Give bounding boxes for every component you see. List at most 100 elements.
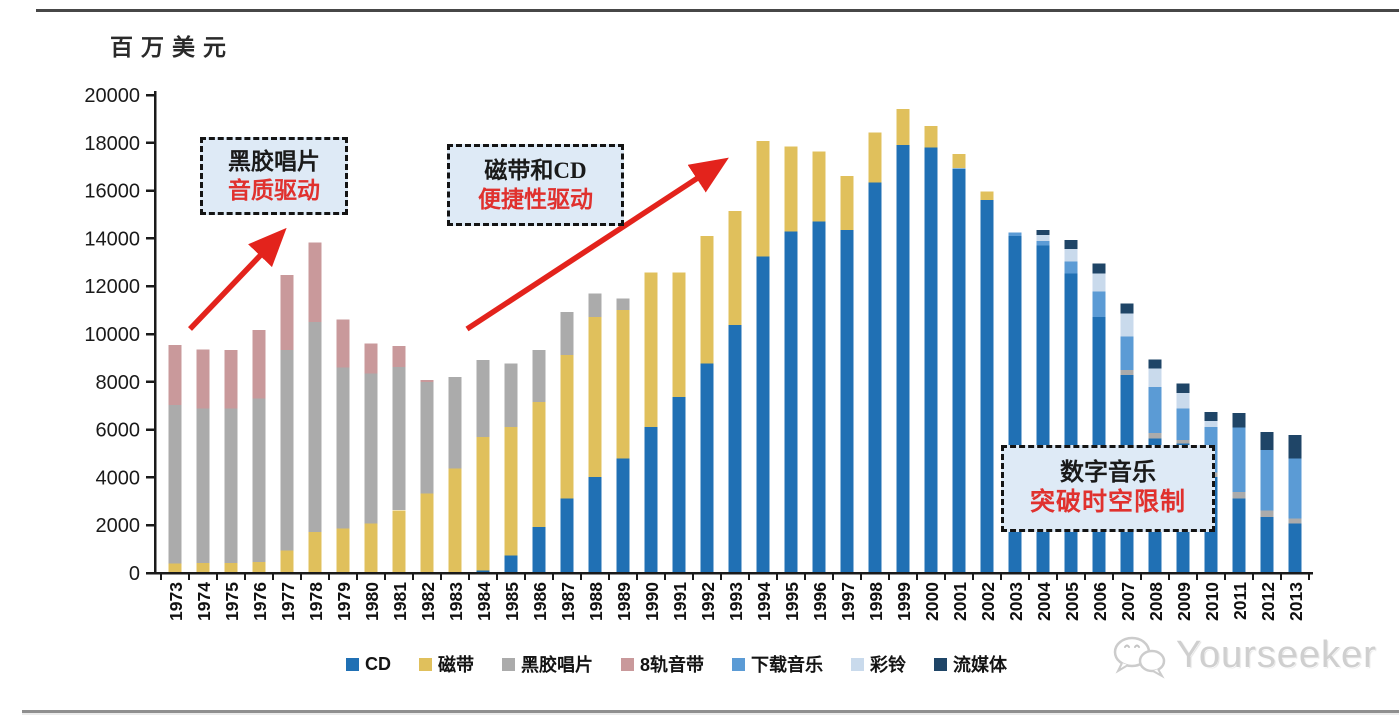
bar-segment-2006 — [1092, 291, 1106, 317]
legend-item: 黑胶唱片 — [502, 651, 593, 677]
annotation-digital-title: 数字音乐 — [1060, 460, 1156, 487]
x-tick-label-2002: 2002 — [978, 582, 998, 621]
bar-segment-2000 — [924, 147, 938, 573]
bar-segment-1974 — [196, 349, 210, 409]
bar-segment-2001 — [952, 168, 966, 574]
x-tick-label-2005: 2005 — [1062, 582, 1082, 621]
bar-segment-2006 — [1092, 273, 1106, 292]
bar-segment-1974 — [196, 563, 210, 573]
bar-segment-1983 — [448, 468, 462, 573]
bar-segment-2008 — [1148, 386, 1162, 433]
trend-arrow-cd — [465, 157, 729, 332]
bar-segment-1983 — [448, 376, 462, 469]
x-tick-label-2012: 2012 — [1258, 582, 1278, 621]
bar-segment-1980 — [364, 523, 378, 573]
bar-segment-1975 — [224, 563, 238, 573]
annotation-cassette-cd: 磁带和CD 便捷性驱动 — [447, 144, 624, 226]
bar-segment-2007 — [1120, 313, 1134, 337]
x-tick-label-1987: 1987 — [558, 582, 578, 621]
legend-item: 下载音乐 — [732, 651, 823, 677]
x-tick-label-2006: 2006 — [1090, 582, 1110, 621]
legend-item: CD — [346, 654, 391, 675]
bar-segment-1981 — [392, 366, 406, 511]
x-tick-label-1990: 1990 — [642, 582, 662, 621]
legend-swatch — [732, 657, 746, 671]
legend-label: 彩铃 — [870, 655, 907, 675]
bar-segment-2005 — [1064, 261, 1078, 274]
annotation-vinyl-subtitle: 音质驱动 — [228, 177, 320, 203]
x-tick-label-2010: 2010 — [1202, 582, 1222, 621]
bar-segment-2012 — [1260, 510, 1274, 517]
x-tick-label-1997: 1997 — [838, 582, 858, 621]
bar-segment-1992 — [700, 236, 714, 364]
bar-segment-1986 — [532, 527, 546, 573]
bar-segment-1990 — [644, 272, 658, 427]
bar-segment-1973 — [168, 345, 182, 406]
x-tick-label-1993: 1993 — [726, 582, 746, 621]
bar-segment-2001 — [952, 153, 966, 169]
top-rule-line — [36, 9, 1399, 12]
x-tick-label-1985: 1985 — [502, 582, 522, 621]
bar-segment-2013 — [1288, 518, 1302, 524]
bar-segment-1973 — [168, 405, 182, 564]
legend-label: 黑胶唱片 — [521, 655, 593, 675]
bar-segment-2013 — [1288, 523, 1302, 573]
bar-segment-1992 — [700, 363, 714, 573]
bar-segment-2004 — [1036, 234, 1050, 241]
bar-segment-1996 — [812, 151, 826, 222]
bottom-rule-line — [22, 710, 1399, 713]
legend-swatch — [621, 657, 634, 671]
y-tick-label: 2000 — [96, 515, 141, 537]
bar-segment-1979 — [336, 528, 350, 573]
x-tick-label-1976: 1976 — [250, 582, 270, 621]
bar-segment-1985 — [504, 363, 518, 427]
bar-segment-2010 — [1204, 411, 1218, 421]
x-tick-label-1980: 1980 — [362, 582, 382, 621]
bar-segment-2007 — [1120, 370, 1134, 376]
annotation-digital-subtitle: 突破时空限制 — [1029, 489, 1186, 517]
bar-segment-1976 — [252, 562, 266, 573]
bar-segment-2000 — [924, 126, 938, 148]
bar-segment-2007 — [1120, 336, 1134, 370]
bar-segment-1996 — [812, 221, 826, 573]
bar-segment-2003 — [1008, 232, 1022, 236]
x-tick-label-1996: 1996 — [810, 582, 830, 621]
bar-segment-1984 — [476, 436, 490, 571]
y-axis-unit-label: 百万美元 — [110, 35, 234, 60]
legend-swatch — [502, 657, 515, 671]
legend-item: 磁带 — [419, 651, 474, 677]
x-tick-label-1988: 1988 — [586, 582, 606, 621]
y-tick-label: 8000 — [96, 372, 141, 394]
legend-swatch — [419, 657, 432, 671]
bar-segment-2005 — [1064, 248, 1078, 262]
bar-segment-2009 — [1176, 440, 1190, 444]
x-tick-label-2000: 2000 — [922, 582, 942, 621]
bar-segment-1988 — [588, 316, 602, 477]
bar-segment-1975 — [224, 408, 238, 563]
x-tick-label-2009: 2009 — [1174, 582, 1194, 621]
x-tick-label-1995: 1995 — [782, 582, 802, 621]
bar-segment-2004 — [1036, 230, 1050, 235]
bar-segment-1989 — [616, 458, 630, 573]
legend: CD 磁带 黑胶唱片 8轨音带 下载音乐 彩铃 流媒体 — [346, 651, 1007, 677]
legend-swatch — [851, 657, 865, 671]
legend-swatch — [346, 657, 359, 671]
bar-segment-1995 — [784, 146, 798, 232]
legend-swatch — [934, 657, 948, 671]
bar-segment-1994 — [756, 140, 770, 257]
x-tick-label-1991: 1991 — [670, 582, 690, 621]
x-tick-label-2003: 2003 — [1006, 582, 1026, 621]
x-tick-label-1983: 1983 — [446, 582, 466, 621]
annotation-digital: 数字音乐 突破时空限制 — [1001, 445, 1215, 532]
bar-segment-2013 — [1288, 458, 1302, 519]
bar-segment-2011 — [1232, 412, 1246, 428]
x-tick-label-1994: 1994 — [754, 582, 774, 621]
x-tick-label-1984: 1984 — [474, 582, 494, 621]
annotation-cassette-cd-subtitle: 便捷性驱动 — [478, 186, 593, 212]
x-tick-label-1974: 1974 — [194, 582, 214, 621]
bar-segment-1988 — [588, 293, 602, 317]
legend-label: CD — [365, 653, 391, 674]
watermark: Yourseeker — [1108, 630, 1377, 680]
